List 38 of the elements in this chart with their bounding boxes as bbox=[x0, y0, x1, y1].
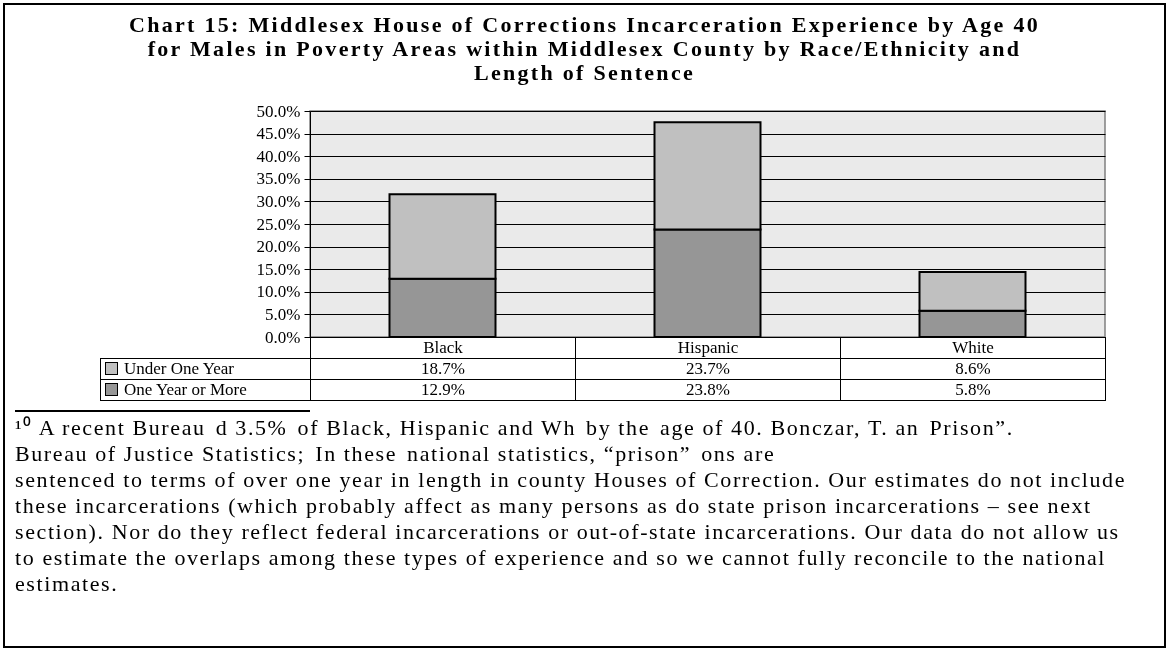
text: national statistics, “prison” bbox=[407, 441, 692, 467]
text: by the bbox=[586, 415, 651, 441]
text: section). Nor do they reflect federal incarcerations or out-of-state incarcerations. Our data do not allow us bbox=[15, 519, 1120, 545]
text: Prison”. bbox=[929, 415, 1014, 441]
text: age of 40. Bonczar, T. an bbox=[660, 415, 920, 441]
y-tick-label: 35.0% bbox=[256, 169, 301, 189]
text: ons are bbox=[701, 441, 776, 467]
x-tick-label: Hispanic bbox=[575, 337, 841, 359]
y-tick-label: 5.0% bbox=[265, 304, 301, 324]
y-tick-label: 15.0% bbox=[256, 259, 301, 279]
y-tick-label: 45.0% bbox=[256, 124, 301, 144]
text: ¹⁰ A recent Bureau bbox=[15, 415, 206, 441]
y-tick-label: 10.0% bbox=[256, 282, 301, 302]
y-tick-label: 0.0% bbox=[265, 327, 301, 347]
y-tick-label: 40.0% bbox=[256, 146, 301, 166]
data-label: 23.8% bbox=[575, 379, 841, 401]
data-label: 18.7% bbox=[310, 358, 576, 380]
y-tick-label: 50.0% bbox=[256, 101, 301, 121]
x-tick-label: White bbox=[840, 337, 1106, 359]
y-tick-label: 25.0% bbox=[256, 214, 301, 234]
data-label: 23.7% bbox=[575, 358, 841, 380]
text: estimates. bbox=[15, 571, 119, 597]
y-tick-label: 30.0% bbox=[256, 191, 301, 211]
data-label: 5.8% bbox=[840, 379, 1106, 401]
x-tick-label: Black bbox=[310, 337, 576, 359]
text: d 3.5% bbox=[215, 415, 288, 441]
data-label: 12.9% bbox=[310, 379, 576, 401]
text: these incarcerations (which probably affect as many persons as do state prison incarcerations – see next bbox=[15, 493, 1092, 519]
text: Bureau of Justice Statistics; bbox=[15, 441, 306, 467]
data-label: 8.6% bbox=[840, 358, 1106, 380]
text: of Black, Hispanic and Wh bbox=[297, 415, 577, 441]
text: to estimate the overlaps among these types of experience and so we cannot fully reconcile to the national bbox=[15, 545, 1107, 571]
legend-label: Under One Year bbox=[124, 359, 235, 378]
legend-label: One Year or More bbox=[124, 380, 247, 399]
text: sentenced to terms of over one year in length in county Houses of Correction. Our estimates do not include bbox=[15, 467, 1127, 493]
y-tick-label: 20.0% bbox=[256, 237, 301, 257]
text: In these bbox=[315, 441, 398, 467]
chart-title: Chart 15: Middlesex House of Corrections Incarceration Experience by Age 40 for Males in Poverty Areas within Middlesex County by Race/Ethnicity and Length of Sentence bbox=[128, 12, 1041, 85]
